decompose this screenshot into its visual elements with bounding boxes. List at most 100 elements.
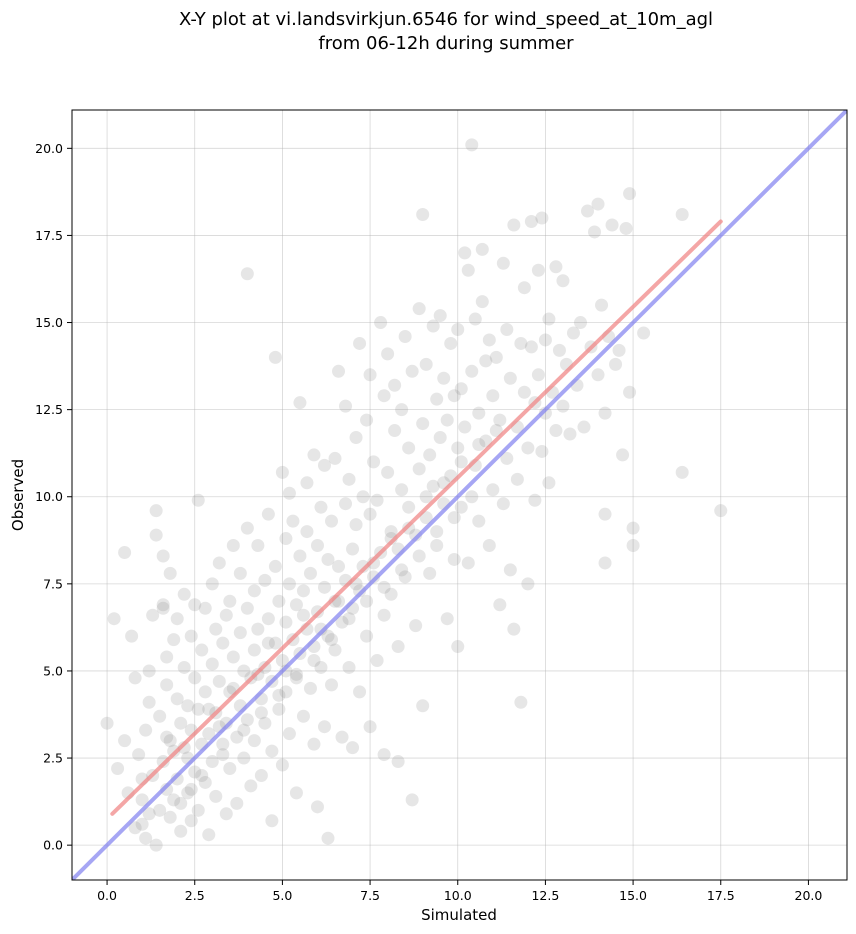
scatter-point — [216, 737, 230, 751]
scatter-point — [335, 730, 349, 744]
scatter-point — [447, 552, 461, 566]
scatter-point — [296, 608, 310, 622]
scatter-point — [328, 451, 342, 465]
scatter-point — [447, 511, 461, 525]
scatter-point — [360, 594, 374, 608]
scatter-point — [163, 734, 177, 748]
y-axis-label: Observed — [9, 459, 27, 531]
scatter-point — [332, 364, 346, 378]
scatter-point — [275, 653, 289, 667]
scatter-point — [314, 622, 328, 636]
scatter-point — [426, 319, 440, 333]
scatter-point — [163, 566, 177, 580]
scatter-point — [496, 256, 510, 270]
scatter-point — [160, 650, 174, 664]
scatter-point — [535, 444, 549, 458]
chart-title: X-Y plot at vi.landsvirkjun.6546 for win… — [179, 9, 713, 30]
scatter-point — [160, 782, 174, 796]
scatter-point — [177, 587, 191, 601]
scatter-point — [521, 577, 535, 591]
scatter-point — [591, 197, 605, 211]
scatter-point — [139, 723, 153, 737]
y-axis-ticks: 0.0 2.5 5.0 7.5 10.0 12.5 15.0 17.5 20.0 — [35, 141, 72, 853]
scatter-point — [451, 441, 465, 455]
scatter-point — [303, 681, 317, 695]
scatter-point — [402, 441, 416, 455]
scatter-point — [202, 727, 216, 741]
y-tick-label: 17.5 — [35, 228, 63, 243]
scatter-point — [307, 737, 321, 751]
scatter-point — [339, 399, 353, 413]
scatter-point — [538, 333, 552, 347]
scatter-point — [531, 263, 545, 277]
scatter-point — [419, 511, 433, 525]
scatter-point — [325, 633, 339, 647]
y-tick-label: 10.0 — [35, 489, 63, 504]
scatter-point — [191, 702, 205, 716]
scatter-point — [153, 803, 167, 817]
scatter-point — [363, 507, 377, 521]
x-tick-label: 20.0 — [795, 888, 823, 903]
scatter-point — [223, 762, 237, 776]
scatter-point — [423, 448, 437, 462]
scatter-point — [489, 424, 503, 438]
scatter-point — [342, 472, 356, 486]
scatter-point — [454, 382, 468, 396]
scatter-point — [458, 246, 472, 260]
scatter-point — [623, 187, 637, 201]
scatter-point — [258, 716, 272, 730]
plot-frame — [71, 109, 848, 881]
scatter-point — [493, 598, 507, 612]
scatter-point — [209, 789, 223, 803]
scatter-point — [430, 392, 444, 406]
scatter-point — [412, 302, 426, 316]
x-tick-label: 0.0 — [97, 888, 117, 903]
scatter-point — [282, 486, 296, 500]
scatter-point — [261, 507, 275, 521]
scatter-point — [160, 730, 174, 744]
chart-subtitle: from 06-12h during summer — [318, 33, 574, 54]
scatter-point — [612, 343, 626, 357]
scatter-point — [458, 420, 472, 434]
scatter-point — [409, 619, 423, 633]
scatter-point — [444, 336, 458, 350]
scatter-point — [395, 563, 409, 577]
scatter-point — [528, 493, 542, 507]
scatter-point — [202, 828, 216, 842]
scatter-point — [454, 455, 468, 469]
scatter-point — [325, 514, 339, 528]
scatter-point — [258, 573, 272, 587]
scatter-point — [289, 598, 303, 612]
scatter-point — [402, 500, 416, 514]
scatter-point — [321, 629, 335, 643]
scatter-point — [451, 640, 465, 654]
scatter-point — [637, 326, 651, 340]
scatter-points — [100, 138, 728, 852]
scatter-point — [381, 465, 395, 479]
scatter-point — [412, 462, 426, 476]
scatter-point — [142, 695, 156, 709]
scatter-point — [135, 817, 149, 831]
scatter-point — [247, 734, 261, 748]
scatter-point — [128, 671, 142, 685]
scatter-point — [486, 483, 500, 497]
scatter-point — [300, 476, 314, 490]
scatter-point — [573, 316, 587, 330]
scatter-point — [521, 441, 535, 455]
scatter-point — [296, 584, 310, 598]
reference-lines — [72, 110, 847, 880]
scatter-point — [188, 671, 202, 685]
scatter-point — [395, 483, 409, 497]
x-tick-label: 2.5 — [185, 888, 205, 903]
scatter-point — [472, 406, 486, 420]
scatter-point — [237, 723, 251, 737]
scatter-point — [237, 751, 251, 765]
scatter-point — [475, 242, 489, 256]
scatter-point — [363, 720, 377, 734]
scatter-point — [332, 559, 346, 573]
scatter-point — [279, 664, 293, 678]
scatter-point — [454, 500, 468, 514]
scatter-point — [167, 744, 181, 758]
scatter-point — [437, 371, 451, 385]
scatter-point — [293, 549, 307, 563]
